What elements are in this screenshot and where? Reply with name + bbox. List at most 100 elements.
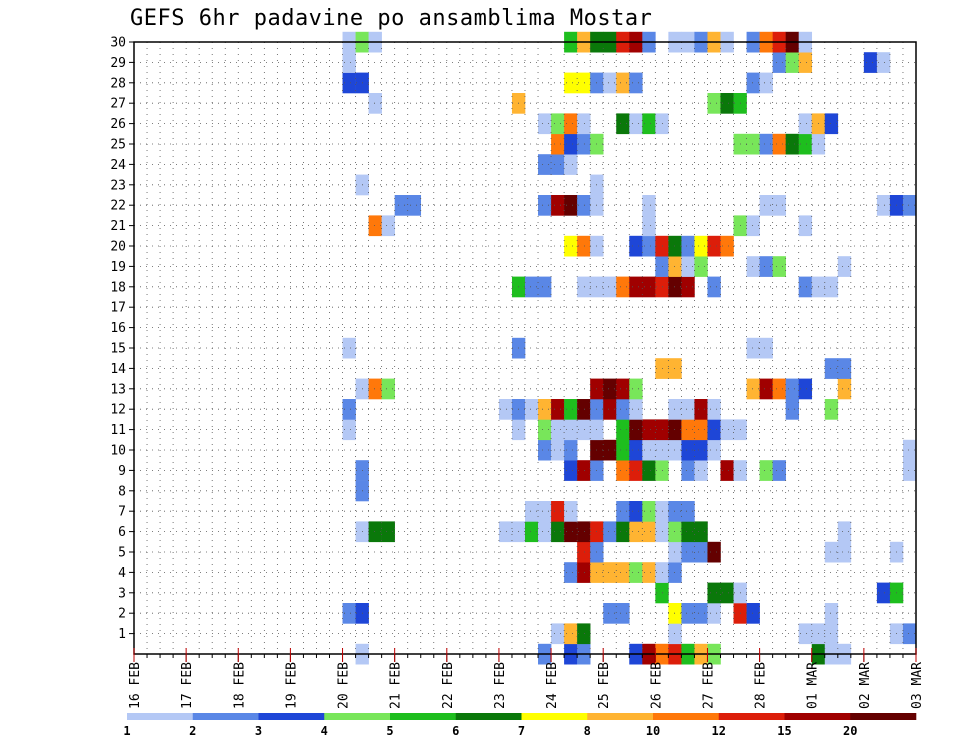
data-cell <box>655 582 669 604</box>
data-cell <box>681 439 695 461</box>
data-cell <box>902 460 917 481</box>
data-cell <box>876 582 891 604</box>
data-cell <box>668 623 682 645</box>
data-cell <box>551 521 565 543</box>
data-cell <box>525 521 539 543</box>
data-cell <box>564 562 578 583</box>
data-cell <box>772 52 786 73</box>
legend-swatch <box>587 713 654 720</box>
data-cell <box>694 603 708 624</box>
data-cell <box>498 521 513 543</box>
data-cell <box>837 378 852 400</box>
legend-label: 7 <box>518 724 525 738</box>
y-tick-label: 22 <box>110 199 126 214</box>
data-cell <box>525 399 539 420</box>
data-cell <box>720 419 734 441</box>
data-cell <box>564 501 578 522</box>
data-cell <box>616 460 630 481</box>
data-cell <box>538 419 552 441</box>
data-cell <box>564 133 578 155</box>
data-cell <box>342 52 356 73</box>
x-tick-label: 16 FEB <box>128 662 143 709</box>
data-cell <box>577 399 591 420</box>
legend-swatch <box>653 713 720 720</box>
x-tick-label: 25 FEB <box>597 662 612 709</box>
legend-label: 12 <box>712 724 726 738</box>
data-cell <box>785 52 799 73</box>
data-cell <box>551 501 565 522</box>
y-tick-label: 20 <box>110 240 126 255</box>
data-cell <box>616 562 630 583</box>
data-cell <box>577 235 591 257</box>
data-cell <box>694 256 708 277</box>
data-cell <box>538 113 552 135</box>
x-tick-label: 26 FEB <box>649 662 664 709</box>
x-tick-label: 23 FEB <box>493 662 508 709</box>
data-cell <box>655 276 669 298</box>
y-tick-label: 4 <box>118 566 126 581</box>
data-cell <box>681 541 695 563</box>
data-cell <box>577 562 591 583</box>
legend-label: 3 <box>255 724 262 738</box>
y-tick-label: 2 <box>118 607 126 622</box>
y-tick-label: 16 <box>110 321 126 336</box>
legend-label: 10 <box>646 724 660 738</box>
data-cell <box>577 623 591 645</box>
data-cell <box>616 72 630 94</box>
legend-label: 5 <box>386 724 393 738</box>
data-cell <box>681 419 695 441</box>
data-cell <box>759 195 773 216</box>
data-cell <box>629 72 643 94</box>
data-cell <box>603 603 617 624</box>
data-cell <box>772 195 786 216</box>
data-cell <box>381 521 395 543</box>
x-tick-label: 21 FEB <box>389 662 404 709</box>
data-cell <box>824 358 839 379</box>
data-cell <box>407 195 422 216</box>
legend-swatch <box>850 713 917 720</box>
data-cell <box>681 501 695 522</box>
data-cell <box>551 419 565 441</box>
data-cell <box>564 154 578 175</box>
data-cell <box>342 603 356 624</box>
data-cell <box>668 501 682 522</box>
data-cell <box>629 399 643 420</box>
data-cell <box>342 419 356 441</box>
data-cell <box>564 460 578 481</box>
data-cell <box>759 378 773 400</box>
data-cell <box>668 541 682 563</box>
data-cell <box>694 439 708 461</box>
data-cell <box>655 419 669 441</box>
x-tick-label: 18 FEB <box>232 662 247 709</box>
x-tick-label: 22 FEB <box>441 662 456 709</box>
data-cell <box>681 276 695 298</box>
data-cell <box>824 399 839 420</box>
data-cell <box>642 276 656 298</box>
data-cell <box>616 419 630 441</box>
y-tick-label: 13 <box>110 382 126 397</box>
legend-label: 20 <box>843 724 857 738</box>
data-cell <box>551 399 565 420</box>
data-cell <box>551 623 565 645</box>
data-cell <box>668 276 682 298</box>
legend-label: 15 <box>777 724 791 738</box>
data-cell <box>551 195 565 216</box>
data-cell <box>798 133 813 155</box>
data-cell <box>707 93 721 114</box>
data-cell <box>381 378 395 400</box>
y-tick-label: 17 <box>110 301 126 316</box>
data-cell <box>837 541 852 563</box>
legend-swatch <box>258 713 325 720</box>
data-cell <box>538 399 552 420</box>
legend-swatch <box>784 713 851 720</box>
data-cell <box>720 93 734 114</box>
data-cell <box>694 460 708 481</box>
data-cell <box>629 501 643 522</box>
data-cell <box>694 419 708 441</box>
data-cell <box>668 256 682 277</box>
legend-swatch <box>718 713 785 720</box>
data-cell <box>629 460 643 481</box>
data-cell <box>759 460 773 481</box>
y-tick-label: 18 <box>110 280 126 295</box>
data-cell <box>655 460 669 481</box>
